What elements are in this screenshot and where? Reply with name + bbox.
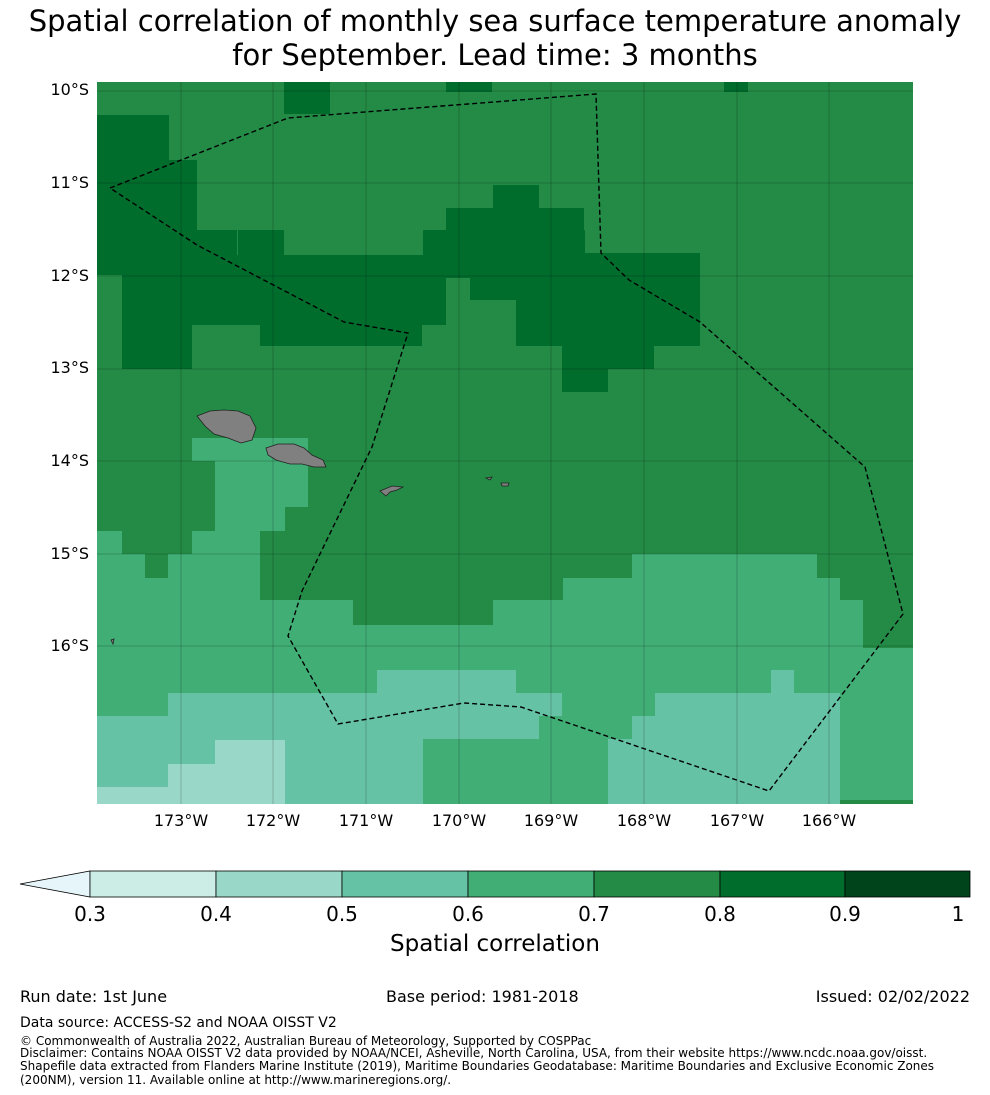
colorbar-tick: 0.4: [200, 902, 232, 926]
field-cell: [423, 739, 446, 804]
lat-label: 12°S: [50, 266, 89, 285]
colorbar-label: Spatial correlation: [390, 931, 600, 957]
field-cell: [585, 253, 700, 278]
field-cell: [632, 716, 840, 739]
run-date: Run date: 1st June: [20, 987, 168, 1006]
colorbar-bin: [89, 870, 217, 898]
field-cell: [446, 693, 562, 716]
field-cell: [168, 764, 285, 804]
field-cell: [192, 531, 260, 554]
lon-label: 166°W: [801, 811, 857, 830]
tutuila-island: [379, 485, 405, 497]
lon-label: 169°W: [523, 811, 579, 830]
field-cell: [215, 507, 285, 531]
field-cell: [655, 693, 840, 716]
colorbar-bin: [467, 870, 595, 898]
field-cell: [97, 531, 122, 554]
title-line-1: Spatial correlation of monthly sea surfa…: [28, 4, 962, 38]
field-cell: [377, 670, 516, 693]
colorbar-tick: 0.5: [326, 902, 358, 926]
lat-label: 10°S: [50, 80, 89, 99]
lon-label: 172°W: [245, 811, 301, 830]
lon-label: 168°W: [616, 811, 672, 830]
graticule: [97, 82, 913, 804]
disclaimer-line-3: (200NM), version 11. Available online at…: [20, 1073, 452, 1087]
base-period: Base period: 1981-2018: [386, 987, 579, 1006]
field-cell: [562, 346, 654, 369]
eez-boundary: [108, 93, 904, 792]
colorbar-bin: [341, 870, 469, 898]
colorbar-tick: 0.7: [578, 902, 610, 926]
copyright: © Commonwealth of Australia 2022, Austra…: [20, 1034, 592, 1048]
colorbar-bin: [844, 870, 971, 898]
field-cell: [97, 787, 168, 804]
colorbar-tick: 0.9: [829, 902, 861, 926]
field-cell: [122, 255, 308, 275]
swains-island: [110, 638, 115, 646]
field-cell: [122, 275, 192, 369]
colorbar-bin: [215, 870, 343, 898]
field-cell: [562, 369, 608, 392]
field-cell: [840, 625, 863, 800]
field-cell: [260, 300, 422, 346]
data-source: Data source: ACCESS-S2 and NOAA OISST V2: [20, 1015, 337, 1031]
field-cell: [284, 82, 330, 114]
field-cell: [446, 716, 539, 739]
disclaimer-line-2: Shapefile data extracted from Flanders M…: [20, 1059, 935, 1073]
disclaimer-line-1: Disclaimer: Contains NOAA OISST V2 data …: [20, 1046, 928, 1060]
manua-islands-2: [500, 482, 510, 487]
field-cell: [446, 82, 492, 92]
manua-islands-1: [484, 476, 493, 481]
field-cell: [724, 82, 748, 92]
field-cell: [446, 739, 608, 804]
field-cell: [446, 208, 584, 233]
lat-label: 11°S: [50, 173, 89, 192]
field-cell: [771, 670, 794, 693]
issued-date: Issued: 02/02/2022: [815, 987, 970, 1006]
colorbar-tick: 0.8: [704, 902, 736, 926]
lat-label: 15°S: [50, 544, 89, 563]
field-cell: [423, 230, 585, 278]
colorbar-bin: [593, 870, 721, 898]
field-cell: [516, 300, 700, 346]
field-cell: [238, 230, 284, 255]
map-title: Spatial correlation of monthly sea surfa…: [0, 4, 990, 72]
lon-label: 167°W: [709, 811, 765, 830]
upolu-island: [265, 443, 327, 468]
lat-label: 14°S: [50, 451, 89, 470]
title-line-2: for September. Lead time: 3 months: [232, 38, 758, 72]
lon-label: 171°W: [338, 811, 394, 830]
colorbar-tick: 0.3: [74, 902, 106, 926]
field-cell: [608, 739, 840, 804]
colorbar-tick: 1: [951, 902, 965, 926]
colorbar-extend-triangle: [19, 870, 91, 898]
correlation-field: [97, 82, 913, 804]
field-cell: [470, 275, 700, 300]
field-cell: [563, 578, 817, 600]
colorbar: [19, 870, 971, 898]
field-cell: [215, 461, 308, 507]
lat-label: 16°S: [50, 636, 89, 655]
field-cell: [493, 185, 539, 210]
field-cell: [863, 648, 913, 800]
lat-label: 13°S: [50, 358, 89, 377]
lon-label: 170°W: [431, 811, 487, 830]
land-islands: [110, 409, 510, 646]
colorbar-bin: [719, 870, 846, 898]
savaii-island: [196, 409, 257, 444]
field-cell: [632, 554, 817, 578]
field-cell: [168, 554, 260, 578]
colorbar-tick: 0.6: [452, 902, 484, 926]
lon-label: 173°W: [153, 811, 209, 830]
